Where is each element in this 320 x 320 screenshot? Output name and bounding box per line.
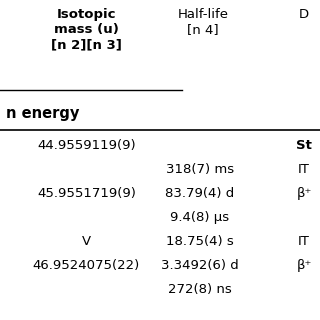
Text: D: D	[299, 8, 309, 21]
Text: 9.4(8) μs: 9.4(8) μs	[171, 211, 229, 224]
Text: St: St	[296, 139, 312, 152]
Text: 44.9559119(9): 44.9559119(9)	[37, 139, 136, 152]
Text: 318(7) ms: 318(7) ms	[166, 163, 234, 176]
Text: IT: IT	[298, 235, 310, 248]
Text: IT: IT	[298, 163, 310, 176]
Text: 18.75(4) s: 18.75(4) s	[166, 235, 234, 248]
Text: Isotopic
mass (u)
[n 2][n 3]: Isotopic mass (u) [n 2][n 3]	[51, 8, 122, 51]
Text: 83.79(4) d: 83.79(4) d	[165, 187, 235, 200]
Text: n energy: n energy	[6, 106, 80, 121]
Text: 46.9524075(22): 46.9524075(22)	[33, 259, 140, 272]
Text: V: V	[82, 235, 91, 248]
Text: 272(8) ns: 272(8) ns	[168, 283, 232, 296]
Text: 45.9551719(9): 45.9551719(9)	[37, 187, 136, 200]
Text: β⁺: β⁺	[296, 259, 312, 272]
Text: Half-life
[n 4]: Half-life [n 4]	[178, 8, 229, 36]
Text: 3.3492(6) d: 3.3492(6) d	[161, 259, 239, 272]
Text: β⁺: β⁺	[296, 187, 312, 200]
